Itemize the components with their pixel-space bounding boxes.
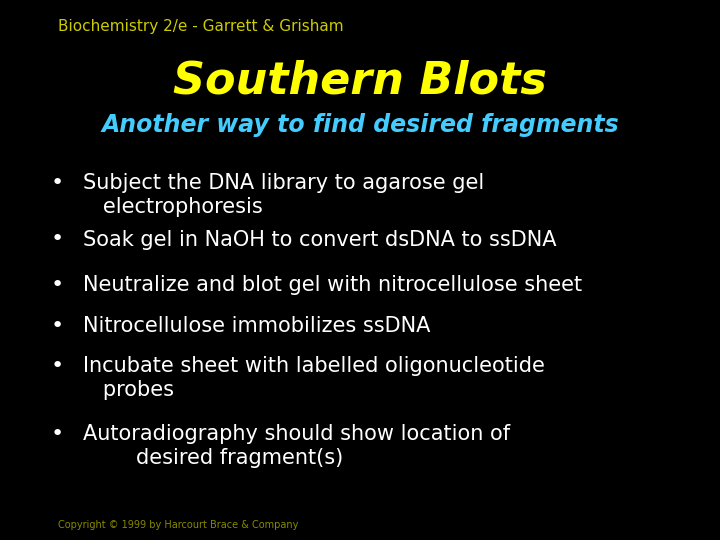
Text: •: • [50, 275, 63, 295]
Text: •: • [50, 230, 63, 249]
Text: Neutralize and blot gel with nitrocellulose sheet: Neutralize and blot gel with nitrocellul… [83, 275, 582, 295]
Text: Southern Blots: Southern Blots [173, 59, 547, 103]
Text: Autoradiography should show location of
        desired fragment(s): Autoradiography should show location of … [83, 424, 510, 468]
Text: •: • [50, 316, 63, 336]
Text: Incubate sheet with labelled oligonucleotide
   probes: Incubate sheet with labelled oligonucleo… [83, 356, 544, 400]
Text: Soak gel in NaOH to convert dsDNA to ssDNA: Soak gel in NaOH to convert dsDNA to ssD… [83, 230, 557, 249]
Text: •: • [50, 356, 63, 376]
Text: •: • [50, 173, 63, 193]
Text: Copyright © 1999 by Harcourt Brace & Company: Copyright © 1999 by Harcourt Brace & Com… [58, 520, 298, 530]
Text: Biochemistry 2/e - Garrett & Grisham: Biochemistry 2/e - Garrett & Grisham [58, 19, 343, 34]
Text: Another way to find desired fragments: Another way to find desired fragments [101, 113, 619, 137]
Text: •: • [50, 424, 63, 444]
Text: Subject the DNA library to agarose gel
   electrophoresis: Subject the DNA library to agarose gel e… [83, 173, 484, 217]
Text: Nitrocellulose immobilizes ssDNA: Nitrocellulose immobilizes ssDNA [83, 316, 430, 336]
